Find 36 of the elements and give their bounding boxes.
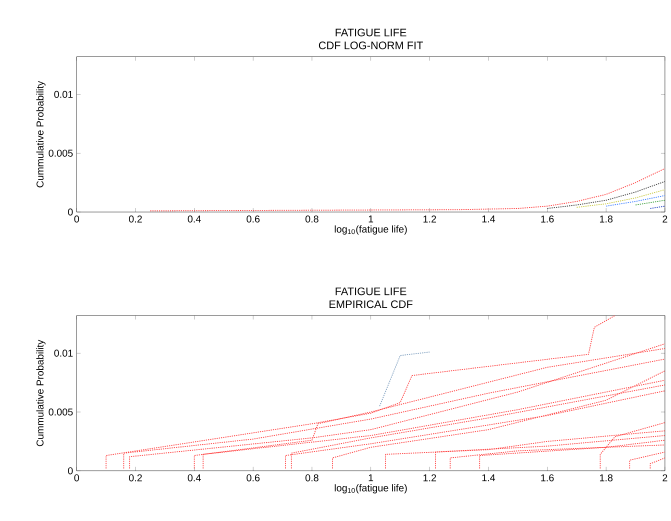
- y-tick-label: 0.005: [48, 408, 73, 416]
- x-tick-label: 1.4: [482, 216, 496, 223]
- y-axis-title: Cummulative Probability: [36, 81, 46, 188]
- x-axis-title: log$_{10}$(fatigue life): [334, 226, 407, 235]
- y-tick-label: 0: [68, 468, 73, 475]
- x-tick-label: 0.6: [246, 216, 260, 223]
- x-tick-label: 0: [74, 474, 80, 482]
- chart-subtitle: CDF LOG-NORM FIT: [318, 42, 423, 50]
- x-tick-label: 1: [368, 474, 374, 482]
- x-tick-label: 0.4: [188, 474, 201, 482]
- y-tick-label: 0.01: [54, 91, 73, 98]
- x-tick-label: 1.6: [541, 216, 554, 223]
- x-tick-label: 0.2: [128, 474, 142, 482]
- x-tick-label: 1.4: [482, 474, 496, 482]
- x-tick-label: 1.2: [423, 216, 436, 223]
- x-tick-label: 0.2: [128, 216, 142, 223]
- x-tick-label: 0.8: [305, 216, 318, 223]
- x-axis-title: log$_{10}$(fatigue life): [334, 484, 407, 494]
- chart-title: FATIGUE LIFE: [336, 288, 406, 296]
- x-tick-label: 1.8: [600, 474, 613, 482]
- x-tick-label: 1.8: [600, 216, 613, 223]
- x-tick-label: 0.4: [188, 216, 201, 223]
- x-tick-label: 1.6: [541, 474, 554, 482]
- x-tick-label: 0.6: [246, 474, 260, 482]
- y-tick-label: 0: [68, 208, 73, 216]
- x-tick-label: 0: [74, 216, 80, 223]
- x-tick-label: 1: [368, 216, 374, 223]
- x-tick-label: 2: [662, 216, 668, 223]
- x-tick-label: 2: [662, 474, 668, 482]
- y-axis-title: Cummulative Probability: [36, 340, 46, 446]
- y-tick-label: 0.01: [54, 350, 73, 357]
- chart-title: FATIGUE LIFE: [336, 28, 406, 37]
- x-tick-label: 1.2: [423, 474, 436, 482]
- x-tick-label: 0.8: [305, 474, 318, 482]
- chart-subtitle: EMPIRICAL CDF: [330, 300, 412, 308]
- y-tick-label: 0.005: [48, 150, 73, 157]
